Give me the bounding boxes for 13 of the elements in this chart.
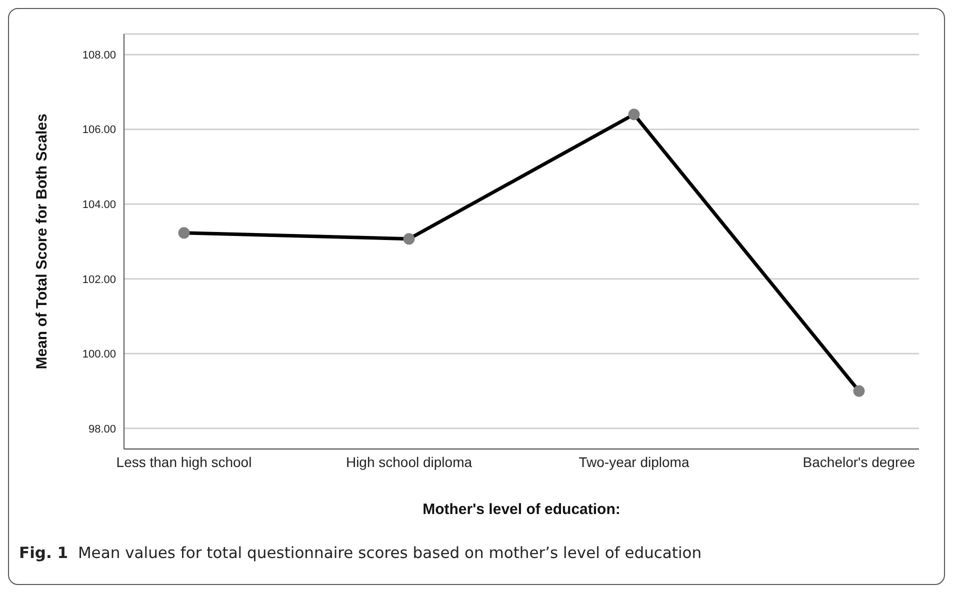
y-tick-label: 104.00: [82, 199, 116, 212]
y-tick-label: 108.00: [82, 49, 116, 62]
y-tick-label: 106.00: [82, 124, 116, 136]
caption: Fig. 1 Mean values for total questionnaire scores based on mother’s level of education: [19, 544, 702, 562]
y-tick-label: 98.00: [88, 423, 116, 436]
x-tick-label: High school diploma: [346, 454, 472, 470]
x-tick-label: Bachelor's degree: [802, 454, 916, 470]
x-axis-title: Mother's level of education:: [422, 501, 620, 518]
x-tick-label: Two-year diploma: [578, 454, 690, 470]
y-tick-label: 100.00: [82, 348, 116, 361]
x-tick-label: Less than high school: [116, 454, 252, 470]
y-tick-label: 102.00: [82, 274, 116, 286]
y-axis-title: Mean of Total Score for Both Scales: [33, 114, 50, 370]
